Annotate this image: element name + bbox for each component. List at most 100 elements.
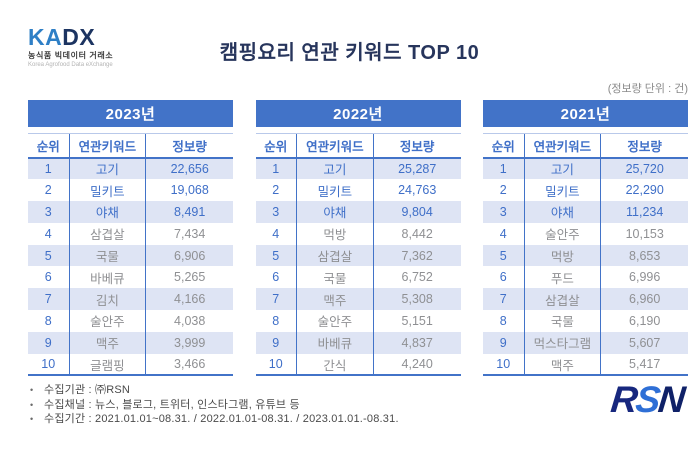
- keyword-table: 순위 연관키워드 정보량 1 고기 25,287 2 밀키트 24,763 3 야채 9,804…: [255, 133, 461, 377]
- value-cell: 6,752: [372, 266, 461, 289]
- keyword-cell: 푸드: [523, 266, 601, 289]
- rank-cell: 7: [499, 292, 507, 307]
- footnote-text: 수집채널 : 뉴스, 블로그, 트위터, 인스타그램, 유튜브 등: [44, 398, 300, 411]
- footnote-text: 수집기관 : ㈜RSN: [44, 384, 131, 396]
- rank-cell: 5: [499, 248, 507, 263]
- keyword-cell: 바베큐: [296, 331, 374, 354]
- keyword-cell: 김치: [68, 288, 146, 311]
- table-row: 7 맥주 5,308: [255, 288, 461, 311]
- table-row: 5 국물 6,906: [28, 244, 233, 267]
- value-cell: 5,151: [372, 310, 461, 332]
- keyword-cell: 야채: [296, 201, 374, 223]
- rank-cell: 2: [272, 183, 280, 198]
- keyword-cell: 삼겹살: [523, 288, 601, 311]
- col-header-volume: 정보량: [600, 133, 688, 159]
- year-table-2022: 2022년 순위 연관키워드 정보량 1 고기 25,287 2 밀키트 24,763 3 야…: [255, 100, 461, 377]
- keyword-cell: 밀키트: [523, 179, 601, 202]
- rank-cell: 2: [499, 183, 507, 198]
- keyword-table: 순위 연관키워드 정보량 1 고기 22,656 2 밀키트 19,068 3 야채 8,491…: [28, 133, 233, 377]
- rank-cell: 10: [255, 353, 297, 377]
- table-row: 6 국물 6,752: [256, 266, 461, 289]
- rank-cell: 3: [499, 204, 507, 219]
- keyword-cell: 바베큐: [68, 266, 146, 289]
- col-header-rank: 순위: [255, 133, 297, 159]
- value-cell: 25,287: [372, 157, 461, 180]
- value-cell: 6,960: [600, 288, 688, 311]
- table-row: 2 밀키트 22,290: [483, 179, 688, 202]
- value-cell: 7,362: [372, 244, 461, 267]
- value-cell: 5,607: [600, 331, 688, 354]
- rank-cell: 6: [499, 270, 507, 285]
- table-row: 5 삼겹살 7,362: [255, 244, 461, 267]
- rank-cell: 3: [44, 204, 52, 219]
- kadx-logo-subtitle-ko: 농식품 빅데이터 거래소: [28, 51, 114, 60]
- table-row: 6 푸드 6,996: [483, 266, 688, 289]
- table-row: 9 먹스타그램 5,607: [483, 331, 688, 354]
- kadx-logo-wordmark: KADX: [28, 26, 113, 49]
- rank-cell: 10: [28, 353, 69, 377]
- rank-cell: 7: [272, 292, 280, 307]
- keyword-cell: 국물: [523, 310, 601, 332]
- keyword-cell: 고기: [296, 157, 374, 180]
- table-row: 8 국물 6,190: [483, 310, 688, 332]
- table-row: 10 맥주 5,417: [483, 353, 688, 377]
- rank-cell: 5: [272, 248, 280, 263]
- rank-cell: 6: [44, 270, 52, 285]
- value-cell: 9,804: [372, 201, 461, 223]
- keyword-cell: 간식: [296, 353, 374, 377]
- rank-cell: 4: [272, 226, 280, 241]
- keyword-cell: 맥주: [68, 331, 146, 354]
- column-header-row: 순위 연관키워드 정보량: [28, 133, 233, 159]
- keyword-cell: 맥주: [296, 288, 374, 311]
- table-row: 7 삼겹살 6,960: [483, 288, 688, 311]
- table-row: 10 간식 4,240: [255, 353, 461, 377]
- bullet-icon: •: [30, 414, 34, 424]
- table-row: 9 맥주 3,999: [28, 331, 233, 354]
- value-cell: 22,290: [600, 179, 688, 202]
- unit-note: (정보량 단위 : 건): [607, 83, 688, 95]
- col-header-volume: 정보량: [145, 133, 233, 159]
- col-header-rank: 순위: [28, 133, 69, 159]
- year-header: 2022년: [255, 100, 461, 127]
- table-row: 10 글램핑 3,466: [28, 353, 233, 377]
- table-row: 8 술안주 4,038: [28, 310, 233, 332]
- value-cell: 6,906: [145, 244, 233, 267]
- value-cell: 4,837: [372, 331, 461, 354]
- kadx-logo-ka: KA: [28, 24, 63, 50]
- table-row: 2 밀키트 24,763: [256, 179, 461, 202]
- value-cell: 22,656: [145, 157, 233, 180]
- keyword-cell: 술안주: [68, 310, 146, 332]
- value-cell: 4,240: [372, 353, 461, 377]
- footnote-channels: • 수집채널 : 뉴스, 블로그, 트위터, 인스타그램, 유튜브 등: [30, 398, 399, 413]
- bullet-icon: •: [30, 399, 34, 410]
- table-row: 9 바베큐 4,837: [255, 331, 461, 354]
- rank-cell: 7: [44, 292, 52, 307]
- table-row: 2 밀키트 19,068: [28, 179, 233, 202]
- keyword-cell: 먹방: [523, 244, 601, 267]
- keyword-cell: 술안주: [296, 310, 374, 332]
- value-cell: 10,153: [600, 222, 688, 245]
- value-cell: 5,265: [145, 266, 233, 289]
- rank-cell: 9: [272, 335, 280, 350]
- rank-cell: 8: [499, 313, 507, 328]
- table-row: 7 김치 4,166: [28, 288, 233, 311]
- year-tables-row: 2023년 순위 연관키워드 정보량 1 고기 22,656 2 밀키트 19,068 3 야…: [28, 100, 688, 377]
- table-row: 5 먹방 8,653: [483, 244, 688, 267]
- keyword-cell: 국물: [68, 244, 146, 267]
- value-cell: 8,491: [145, 201, 233, 223]
- rank-cell: 8: [44, 313, 52, 328]
- keyword-cell: 고기: [68, 157, 146, 180]
- rank-cell: 6: [272, 270, 280, 285]
- rank-cell: 10: [483, 353, 524, 377]
- value-cell: 8,653: [600, 244, 688, 267]
- keyword-cell: 맥주: [523, 353, 601, 377]
- value-cell: 11,234: [600, 201, 688, 223]
- keyword-cell: 삼겹살: [68, 222, 146, 245]
- table-row: 1 고기 25,287: [255, 157, 461, 180]
- kadx-logo-subtitle-en: Korea Agrofood Data eXchange: [28, 62, 113, 68]
- col-header-rank: 순위: [483, 133, 524, 159]
- table-row: 1 고기 25,720: [483, 157, 688, 180]
- keyword-cell: 밀키트: [68, 179, 146, 202]
- column-header-row: 순위 연관키워드 정보량: [255, 133, 461, 159]
- value-cell: 4,166: [145, 288, 233, 311]
